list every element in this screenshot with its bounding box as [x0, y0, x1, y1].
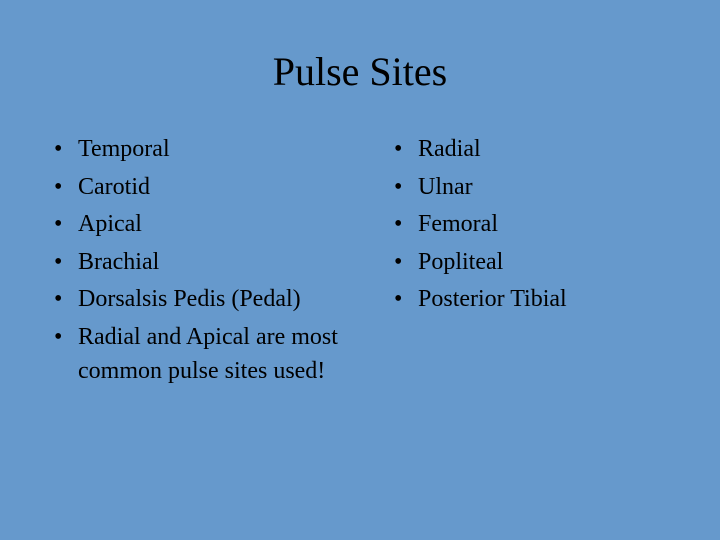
bullet-icon: • [390, 171, 418, 205]
list-item: • Popliteal [390, 246, 670, 280]
slide-title: Pulse Sites [50, 48, 670, 95]
bullet-icon: • [50, 321, 78, 355]
list-item: • Radial and Apical are most common puls… [50, 321, 390, 388]
list-item: • Carotid [50, 171, 390, 205]
list-item: • Femoral [390, 208, 670, 242]
list-item: • Brachial [50, 246, 390, 280]
list-item-text: Carotid [78, 171, 390, 205]
list-item: • Radial [390, 133, 670, 167]
bullet-icon: • [50, 283, 78, 317]
list-item-text: Popliteal [418, 246, 670, 280]
bullet-icon: • [50, 208, 78, 242]
list-item-text: Apical [78, 208, 390, 242]
list-item: • Temporal [50, 133, 390, 167]
bullet-icon: • [390, 133, 418, 167]
list-item-text: Dorsalsis Pedis (Pedal) [78, 283, 390, 317]
bullet-icon: • [390, 246, 418, 280]
left-column: • Temporal • Carotid • Apical • Brachial… [50, 133, 390, 392]
list-item-text: Brachial [78, 246, 390, 280]
list-item-text: Ulnar [418, 171, 670, 205]
list-item: • Posterior Tibial [390, 283, 670, 317]
list-item: • Ulnar [390, 171, 670, 205]
list-item-text: Femoral [418, 208, 670, 242]
right-column: • Radial • Ulnar • Femoral • Popliteal •… [390, 133, 670, 392]
list-item: • Dorsalsis Pedis (Pedal) [50, 283, 390, 317]
list-item-text: Posterior Tibial [418, 283, 670, 317]
bullet-icon: • [390, 208, 418, 242]
bullet-icon: • [50, 133, 78, 167]
list-item-text: Radial and Apical are most common pulse … [78, 321, 390, 388]
bullet-icon: • [390, 283, 418, 317]
bullet-icon: • [50, 171, 78, 205]
list-item: • Apical [50, 208, 390, 242]
bullet-icon: • [50, 246, 78, 280]
slide: Pulse Sites • Temporal • Carotid • Apica… [0, 0, 720, 540]
content-columns: • Temporal • Carotid • Apical • Brachial… [50, 133, 670, 392]
list-item-text: Temporal [78, 133, 390, 167]
list-item-text: Radial [418, 133, 670, 167]
